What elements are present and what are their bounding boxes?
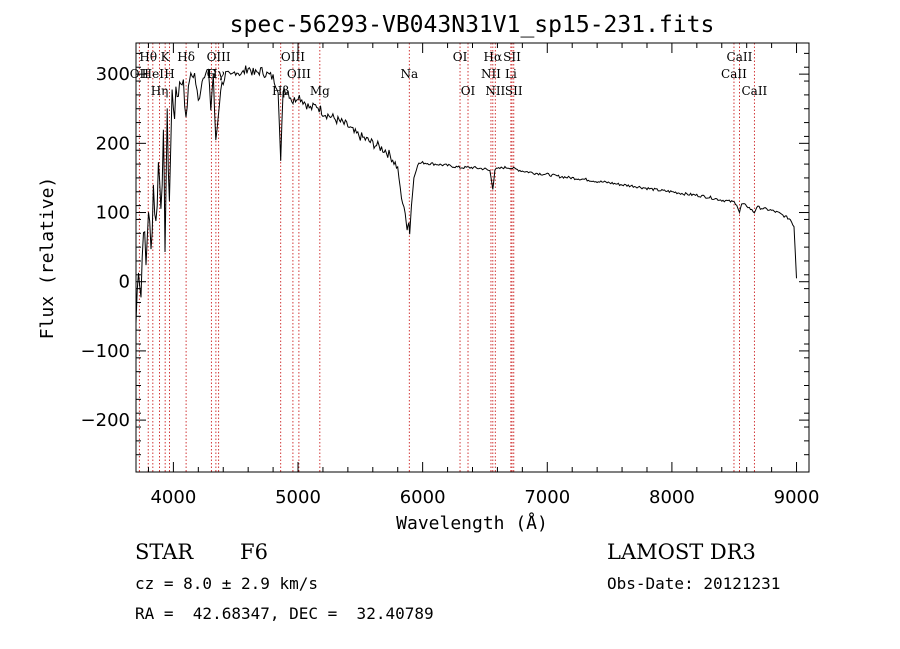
y-tick-label: 100 <box>96 203 130 224</box>
y-tick-label: −100 <box>81 341 130 362</box>
spectral-line-label: CaII <box>741 84 767 98</box>
x-tick-label: 5000 <box>275 487 321 508</box>
obs-date: Obs-Date: 20121231 <box>607 574 781 593</box>
spectral-line-label: Li <box>505 67 517 81</box>
spectral-line-label: NII <box>481 67 501 81</box>
spectral-line-label: OIII <box>287 67 311 81</box>
spectral-line-label: Hη <box>151 84 169 98</box>
plot-frame <box>135 42 810 473</box>
spectral-line-label: OI <box>453 50 468 64</box>
spectral-line-label: H <box>164 67 174 81</box>
chart-title: spec-56293-VB043N31V1_sp15-231.fits <box>230 12 715 38</box>
spectral-line-label: G <box>207 67 217 81</box>
x-axis-ticks: 4000 5000 6000 7000 8000 9000 <box>147 43 820 508</box>
y-axis-label: Flux (relative) <box>37 177 58 340</box>
spectral-line-label: OI <box>461 84 476 98</box>
spectral-line-label: Na <box>400 67 418 81</box>
x-tick-label: 9000 <box>774 487 820 508</box>
survey-name: LAMOST DR3 <box>607 540 756 564</box>
spectral-line-label: CaII <box>721 67 747 81</box>
y-tick-label: −200 <box>81 410 130 431</box>
redshift-readout: cz = 8.0 ± 2.9 km/s <box>135 574 319 593</box>
y-tick-label: 0 <box>119 272 130 293</box>
spectral-line-label: Hβ <box>272 84 289 98</box>
spectral-line-markers <box>138 43 755 472</box>
object-class: STAR <box>135 540 194 564</box>
subclass: F6 <box>240 540 268 564</box>
spectral-line-label: Hθ <box>139 50 157 64</box>
spectral-line-label: Mg <box>310 84 330 98</box>
x-tick-label: 8000 <box>649 487 695 508</box>
coordinates: RA = 42.68347, DEC = 32.40789 <box>135 604 434 623</box>
x-tick-label: 6000 <box>400 487 446 508</box>
y-tick-label: 300 <box>96 64 130 85</box>
x-axis-label: Wavelength (Å) <box>396 512 548 534</box>
spectral-line-label: SII <box>505 84 523 98</box>
x-tick-label: 4000 <box>150 487 196 508</box>
spectral-line-label: Hα <box>484 50 503 64</box>
spectral-line-label: SII <box>503 50 521 64</box>
y-tick-label: 200 <box>96 133 130 154</box>
spectral-line-label: K <box>161 50 171 64</box>
spectrum-line <box>135 65 797 324</box>
spectral-line-label: OIII <box>207 50 231 64</box>
spectrum-chart: spec-56293-VB043N31V1_sp15-231.fits Hθ OI… <box>37 12 820 534</box>
spectral-line-label: CaII <box>727 50 753 64</box>
y-axis-ticks: −200 −100 0 100 200 300 <box>81 52 809 456</box>
x-tick-label: 7000 <box>524 487 570 508</box>
spectral-line-label: NII <box>485 84 505 98</box>
spectral-line-label: HeI <box>142 67 165 81</box>
spectral-line-label: Hγ <box>207 67 225 81</box>
spectral-line-label: Hδ <box>177 50 195 64</box>
spectral-line-label: OIII <box>281 50 305 64</box>
